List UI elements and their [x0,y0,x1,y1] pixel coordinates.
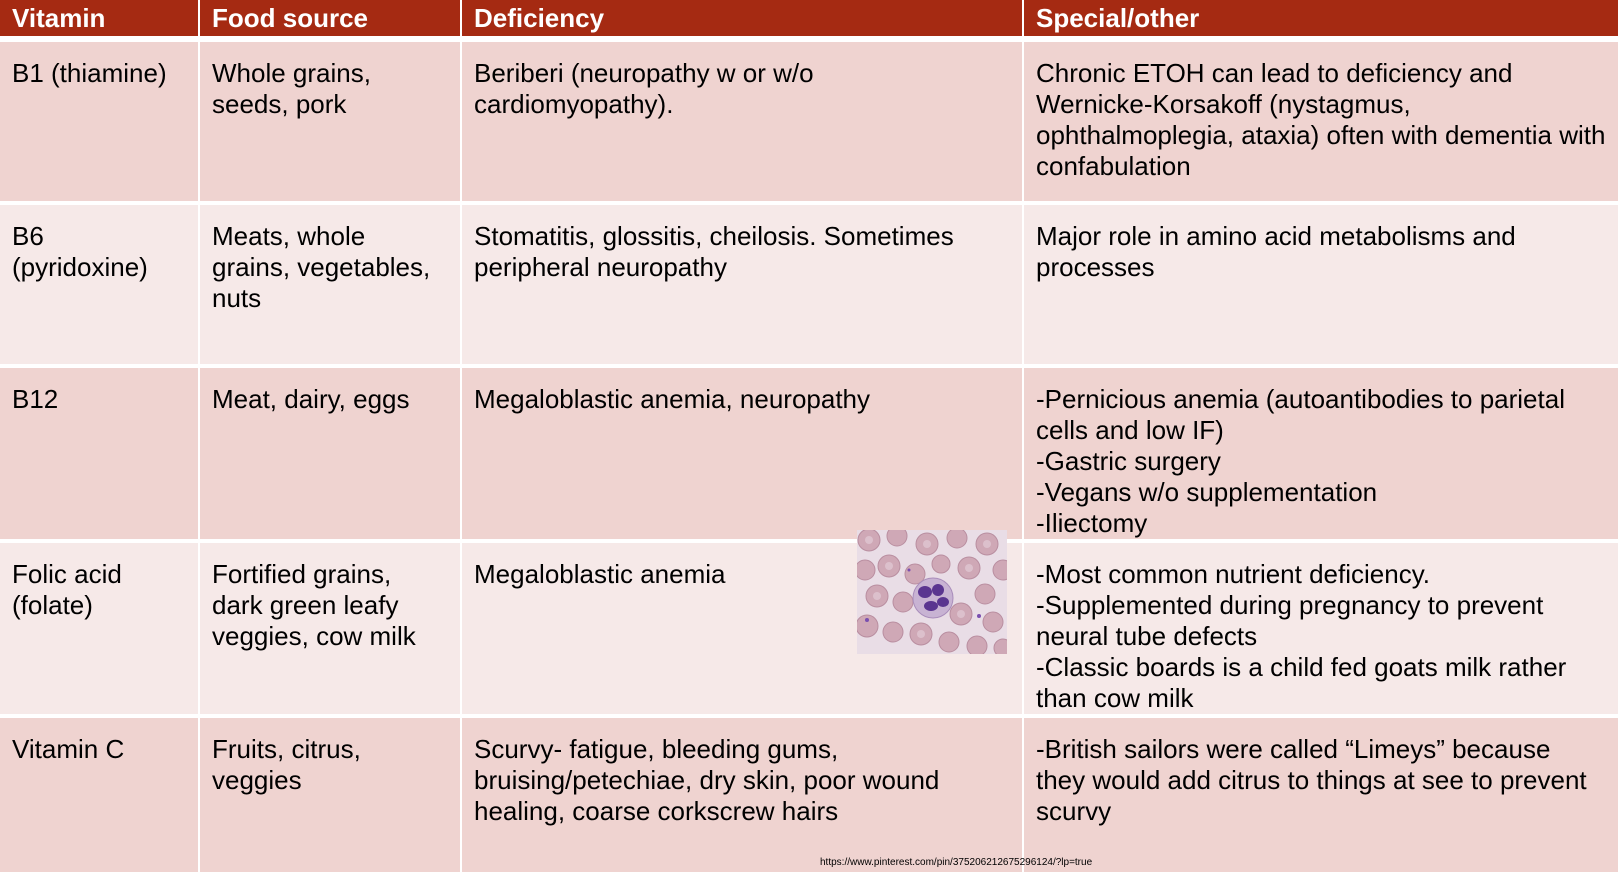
cell-deficiency: Stomatitis, glossitis, cheilosis. Someti… [462,205,1024,368]
table-row: Vitamin C Fruits, citrus, veggies Scurvy… [0,718,1618,872]
cell-food-source: Fortified grains, dark green leafy veggi… [200,543,462,718]
cell-special: -British sailors were called “Limeys” be… [1024,718,1618,872]
header-deficiency: Deficiency [462,0,1024,42]
cell-deficiency: Megaloblastic anemia, neuropathy [462,368,1024,543]
table-row: B6 (pyridoxine) Meats, whole grains, veg… [0,205,1618,368]
cell-special: Chronic ETOH can lead to deficiency and … [1024,42,1618,205]
cell-vitamin: Folic acid (folate) [0,543,200,718]
cell-special: -Pernicious anemia (autoantibodies to pa… [1024,368,1618,543]
cell-deficiency: Beriberi (neuropathy w or w/o cardiomyop… [462,42,1024,205]
source-url[interactable]: https://www.pinterest.com/pin/3752062126… [820,857,1093,868]
header-food-source: Food source [200,0,462,42]
cell-deficiency: Scurvy- fatigue, bleeding gums, bruising… [462,718,1024,872]
blood-smear-micrograph-icon [857,530,1007,654]
cell-vitamin: B1 (thiamine) [0,42,200,205]
cell-food-source: Fruits, citrus, veggies [200,718,462,872]
cell-vitamin: Vitamin C [0,718,200,872]
cell-food-source: Whole grains, seeds, pork [200,42,462,205]
table-row: Folic acid (folate) Fortified grains, da… [0,543,1618,718]
header-vitamin: Vitamin [0,0,200,42]
cell-special: Major role in amino acid metabolisms and… [1024,205,1618,368]
table-header-row: Vitamin Food source Deficiency Special/o… [0,0,1618,42]
cell-vitamin: B6 (pyridoxine) [0,205,200,368]
cell-food-source: Meats, whole grains, vegetables, nuts [200,205,462,368]
cell-special: -Most common nutrient deficiency. -Suppl… [1024,543,1618,718]
cell-food-source: Meat, dairy, eggs [200,368,462,543]
header-special-other: Special/other [1024,0,1618,42]
cell-vitamin: B12 [0,368,200,543]
table-row: B1 (thiamine) Whole grains, seeds, pork … [0,42,1618,205]
table-row: B12 Meat, dairy, eggs Megaloblastic anem… [0,368,1618,543]
